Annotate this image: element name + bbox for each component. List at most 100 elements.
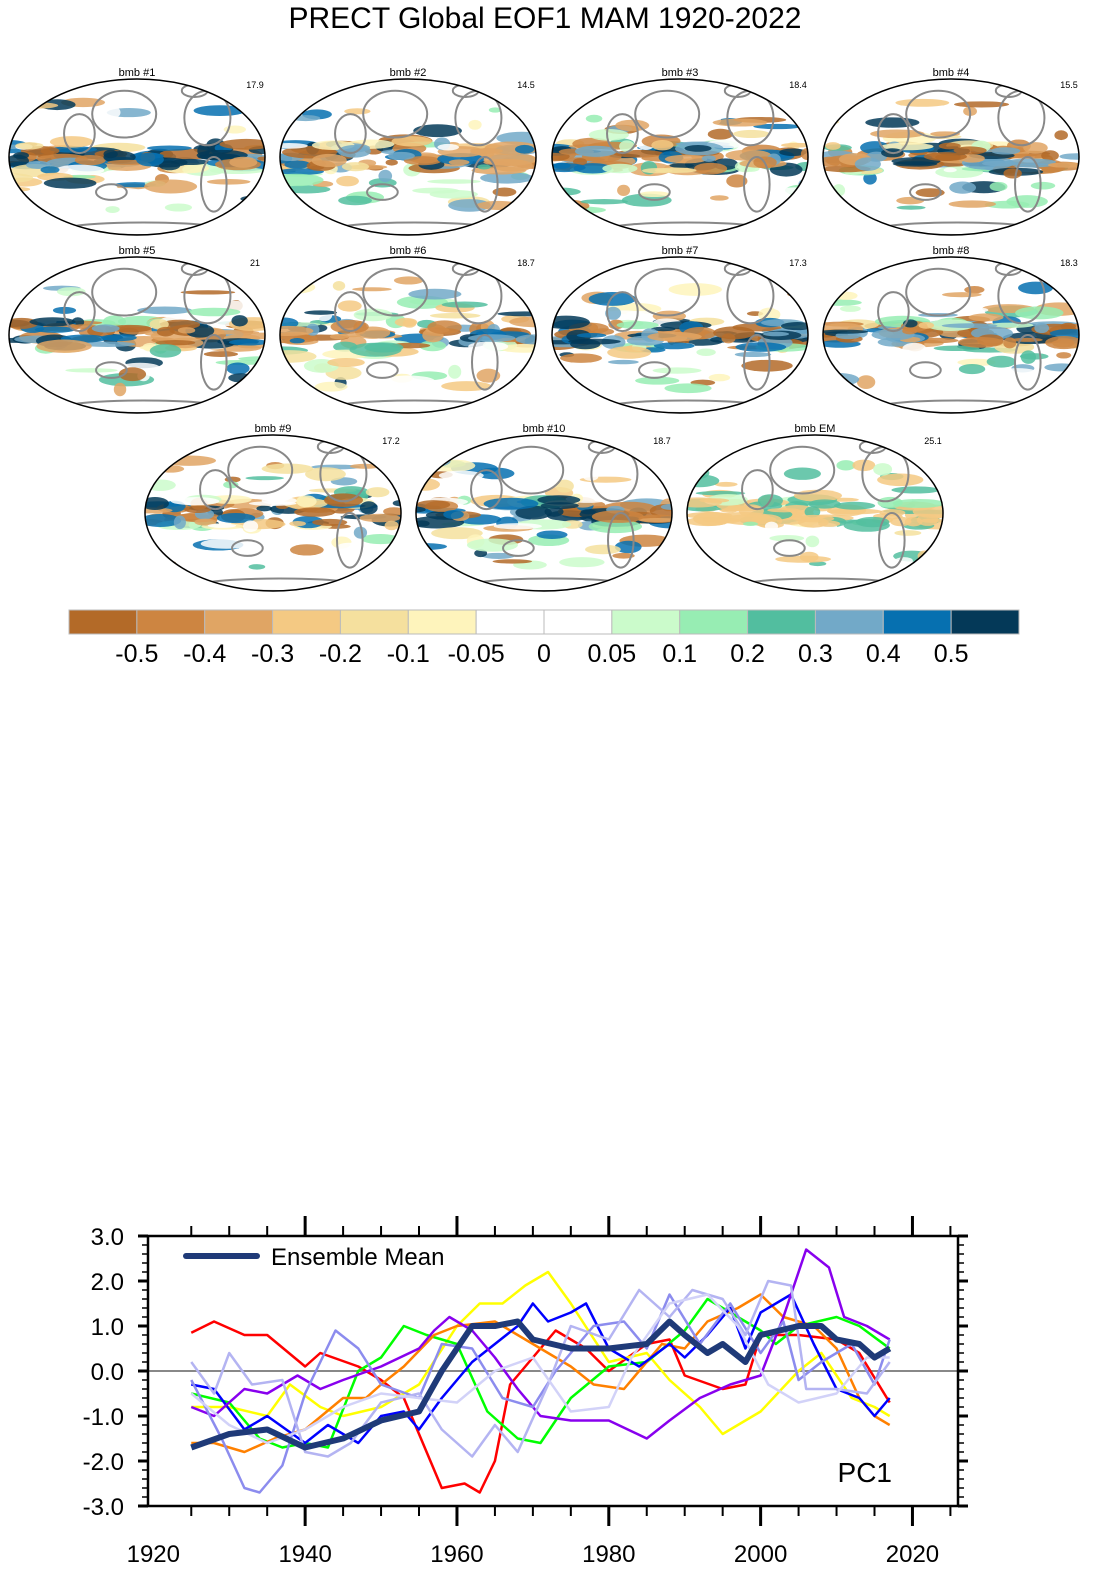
map-panel [144, 434, 402, 592]
y-tick-label: 1.0 [91, 1314, 124, 1341]
map-anomaly [948, 200, 997, 208]
map-anomaly [171, 158, 209, 166]
series-periwinkle [190, 1293, 891, 1494]
map-variance: 18.7 [653, 436, 671, 446]
map-anomaly [585, 544, 621, 555]
map-anomaly [137, 306, 193, 315]
continent-outline [1014, 156, 1042, 213]
map-anomaly [327, 357, 365, 367]
map-anomaly [387, 151, 415, 160]
map-anomaly [552, 152, 570, 161]
map-anomaly [427, 179, 481, 184]
colorbar-label: 0.3 [798, 640, 833, 668]
map-anomaly [825, 176, 863, 189]
map-anomaly [43, 177, 97, 189]
map-anomaly [560, 353, 602, 363]
map-anomaly [443, 509, 464, 519]
map-anomaly [203, 351, 239, 358]
map-anomaly [232, 456, 250, 465]
map-anomaly [448, 364, 462, 379]
map-anomaly [492, 559, 533, 564]
continent-outline [502, 539, 535, 557]
map-anomaly [393, 276, 424, 285]
map-field [552, 261, 808, 413]
map-anomaly [146, 145, 192, 151]
map-anomaly [314, 381, 348, 392]
map-anomaly [941, 323, 998, 329]
map-anomaly [448, 199, 491, 212]
map-anomaly [712, 118, 768, 127]
map-anomaly [437, 143, 459, 151]
map-anomaly [574, 145, 617, 157]
map-anomaly [779, 148, 807, 157]
map-anomaly [36, 339, 92, 353]
map-anomaly [1020, 350, 1037, 364]
map-anomaly [365, 487, 390, 498]
colorbar-label: 0.1 [662, 640, 697, 668]
map-anomaly [477, 164, 491, 170]
map-anomaly [552, 187, 581, 196]
map-anomaly [1003, 168, 1022, 179]
map-anomaly [591, 510, 644, 523]
map-anomaly [105, 206, 120, 213]
map-anomaly [305, 467, 346, 482]
continent-outline [471, 156, 499, 213]
map-variance: 17.2 [382, 436, 400, 446]
map-anomaly [1049, 329, 1079, 338]
series-pale-lavender [190, 1293, 890, 1445]
map-anomaly [958, 363, 986, 375]
map-anomaly [619, 140, 635, 153]
map-anomaly [585, 114, 603, 123]
map-anomaly [836, 460, 856, 471]
map-anomaly [466, 538, 518, 552]
map-anomaly [894, 530, 922, 536]
map-anomaly [968, 313, 1004, 322]
map-anomaly [920, 518, 943, 523]
map-anomaly [49, 136, 94, 148]
map-anomaly [91, 324, 120, 333]
map-anomaly [441, 301, 488, 308]
map-anomaly [614, 540, 642, 554]
map-anomaly [732, 129, 770, 139]
map-anomaly [416, 453, 432, 464]
map-anomaly [696, 348, 716, 356]
continent-outline [877, 113, 910, 155]
map-anomaly [352, 287, 392, 292]
continent-outline [63, 291, 96, 333]
map-field [9, 83, 265, 235]
map-border [8, 78, 266, 236]
map-anomaly [493, 523, 543, 530]
map-anomaly [419, 340, 447, 352]
map-anomaly [987, 114, 1023, 128]
map-anomaly [341, 162, 370, 172]
map-anomaly [607, 359, 639, 365]
map-title: bmb #6 [390, 245, 427, 257]
x-tick-label: 2000 [734, 1541, 787, 1568]
map-anomaly [170, 497, 220, 506]
map-anomaly [800, 148, 808, 160]
map-anomaly [693, 162, 728, 175]
map-anomaly [14, 197, 67, 209]
series-ensemble-mean [190, 1318, 892, 1451]
map-anomaly [353, 308, 393, 322]
map-anomaly [664, 383, 712, 394]
map-border [822, 78, 1080, 236]
map-anomaly [775, 555, 831, 563]
continent-outline [470, 469, 503, 511]
map-anomaly [1041, 150, 1059, 161]
map-anomaly [361, 533, 400, 545]
continent-outline [231, 539, 264, 557]
map-anomaly [417, 455, 451, 467]
continent-outline [606, 291, 639, 333]
map-anomaly [94, 187, 149, 202]
map-anomaly [155, 340, 196, 346]
map-anomaly [229, 156, 258, 168]
continent-outline [91, 89, 158, 139]
map-anomaly [588, 129, 629, 141]
y-tick-label: 2.0 [91, 1269, 124, 1296]
map-anomaly [101, 334, 137, 342]
map-anomaly [280, 281, 316, 294]
map-anomaly [296, 495, 317, 508]
map-anomaly [15, 142, 44, 150]
